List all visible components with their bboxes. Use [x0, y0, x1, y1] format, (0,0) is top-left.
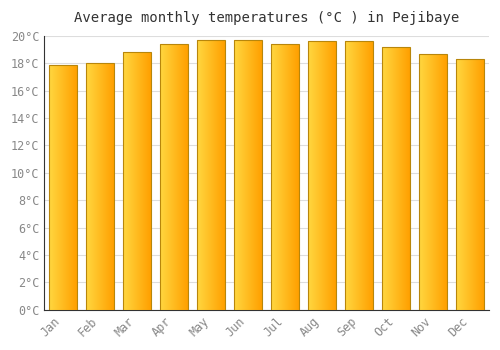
- Bar: [123, 52, 151, 310]
- Bar: [49, 65, 77, 310]
- Bar: [272, 44, 299, 310]
- Bar: [160, 44, 188, 310]
- Bar: [346, 41, 373, 310]
- Bar: [197, 40, 225, 310]
- Bar: [420, 54, 447, 310]
- Bar: [308, 41, 336, 310]
- Bar: [86, 63, 114, 310]
- Bar: [456, 59, 484, 310]
- Bar: [382, 47, 410, 310]
- Title: Average monthly temperatures (°C ) in Pejibaye: Average monthly temperatures (°C ) in Pe…: [74, 11, 460, 25]
- Bar: [234, 40, 262, 310]
